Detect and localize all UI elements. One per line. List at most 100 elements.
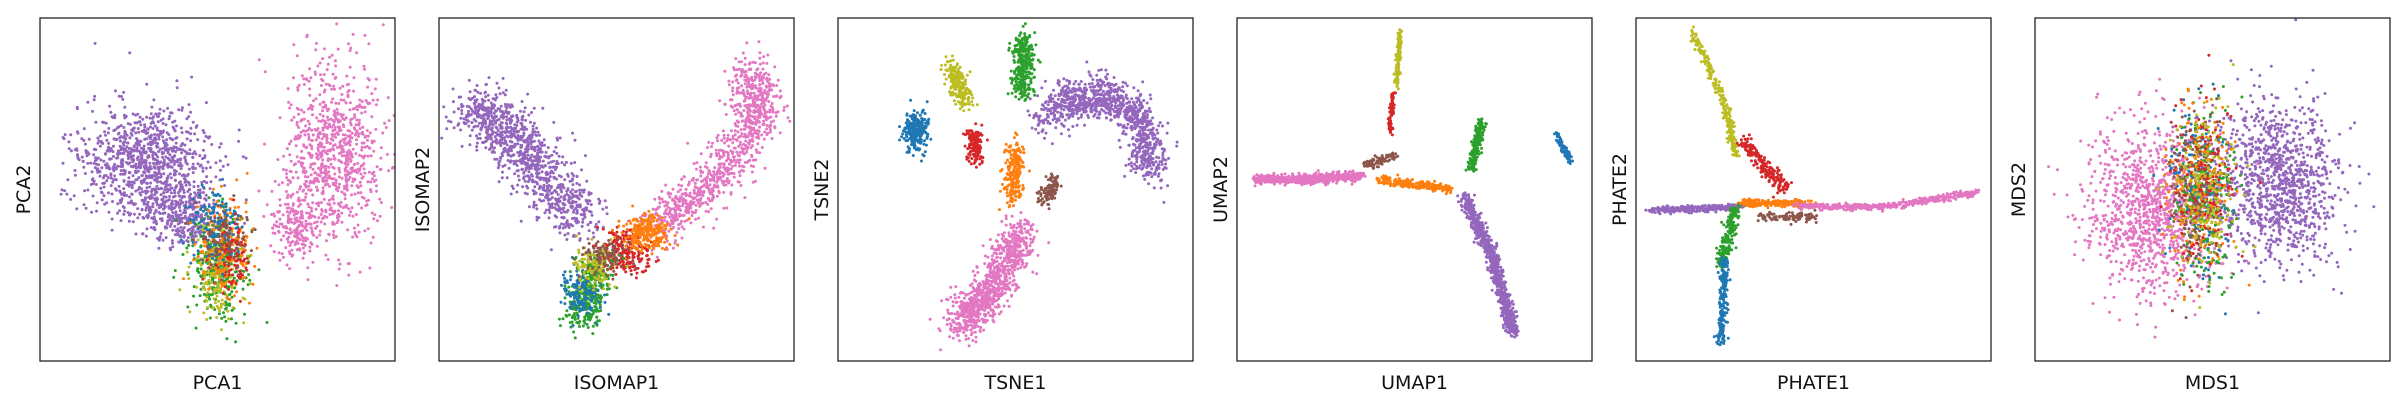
data-point bbox=[340, 154, 344, 158]
data-point bbox=[347, 141, 351, 145]
data-point bbox=[191, 162, 195, 166]
data-point bbox=[740, 114, 744, 118]
data-point bbox=[174, 150, 178, 154]
data-point bbox=[509, 120, 513, 124]
data-point bbox=[460, 109, 464, 112]
data-point bbox=[302, 166, 306, 170]
data-point bbox=[525, 156, 529, 160]
data-point bbox=[192, 218, 195, 222]
data-point bbox=[718, 99, 722, 103]
data-point bbox=[732, 109, 736, 113]
data-point bbox=[475, 84, 479, 87]
data-point bbox=[272, 223, 276, 227]
data-point bbox=[343, 169, 347, 173]
data-point bbox=[536, 155, 540, 158]
data-point bbox=[471, 110, 475, 113]
data-point bbox=[102, 176, 105, 180]
data-point bbox=[469, 107, 473, 111]
data-point bbox=[550, 170, 554, 174]
data-point bbox=[304, 179, 308, 183]
data-point bbox=[541, 106, 545, 110]
data-point bbox=[584, 198, 588, 202]
data-point bbox=[564, 160, 568, 164]
data-point bbox=[569, 201, 573, 205]
data-point bbox=[506, 103, 510, 107]
data-point bbox=[299, 202, 302, 206]
data-point bbox=[346, 95, 350, 99]
data-point bbox=[375, 165, 379, 169]
data-point bbox=[361, 175, 365, 179]
data-point bbox=[345, 159, 348, 163]
data-point bbox=[661, 200, 665, 204]
data-point bbox=[206, 215, 210, 218]
data-point bbox=[188, 221, 192, 225]
data-point bbox=[236, 265, 240, 269]
data-point bbox=[213, 301, 217, 305]
data-point bbox=[361, 132, 365, 136]
data-point bbox=[179, 225, 183, 229]
data-point bbox=[537, 157, 541, 161]
data-point bbox=[367, 146, 371, 150]
data-point bbox=[575, 181, 579, 185]
data-point bbox=[484, 95, 488, 99]
data-point bbox=[743, 56, 747, 60]
data-point bbox=[294, 219, 298, 222]
data-point bbox=[294, 235, 298, 238]
data-point bbox=[344, 173, 347, 177]
data-point bbox=[185, 217, 189, 221]
data-point bbox=[209, 272, 213, 276]
data-point bbox=[589, 220, 593, 224]
data-point bbox=[516, 129, 520, 133]
data-point bbox=[307, 79, 311, 83]
data-point bbox=[713, 166, 717, 170]
data-point bbox=[235, 279, 239, 283]
data-point bbox=[310, 128, 314, 132]
data-point bbox=[345, 188, 349, 192]
data-point bbox=[500, 130, 504, 134]
data-point bbox=[466, 112, 470, 116]
data-point bbox=[367, 42, 371, 46]
data-point bbox=[198, 193, 202, 197]
data-point bbox=[208, 285, 212, 289]
data-point bbox=[347, 262, 351, 265]
data-point bbox=[493, 135, 497, 139]
data-point bbox=[546, 172, 550, 176]
data-point bbox=[161, 135, 165, 139]
data-point bbox=[543, 211, 547, 215]
data-point bbox=[572, 174, 576, 178]
data-point bbox=[725, 139, 729, 143]
data-point bbox=[65, 192, 69, 196]
data-point bbox=[350, 131, 354, 135]
data-point bbox=[218, 159, 222, 163]
data-point bbox=[75, 207, 79, 211]
data-point bbox=[122, 143, 126, 147]
data-point bbox=[206, 222, 210, 226]
data-point bbox=[156, 180, 159, 184]
data-point bbox=[169, 248, 172, 252]
data-point bbox=[495, 141, 499, 145]
data-point bbox=[451, 87, 455, 91]
data-point bbox=[314, 138, 318, 142]
data-point bbox=[129, 151, 133, 155]
data-point bbox=[573, 161, 577, 164]
data-point bbox=[218, 178, 222, 182]
data-point bbox=[98, 174, 102, 178]
data-point bbox=[181, 241, 185, 245]
data-point bbox=[308, 245, 312, 249]
data-point bbox=[180, 106, 184, 110]
data-point bbox=[192, 258, 196, 262]
data-point bbox=[544, 155, 548, 159]
data-point bbox=[349, 210, 353, 214]
data-point bbox=[173, 191, 177, 195]
data-point bbox=[755, 150, 759, 154]
data-point bbox=[484, 122, 488, 126]
data-point bbox=[575, 209, 579, 212]
plot-frame bbox=[39, 17, 396, 362]
data-point bbox=[460, 103, 464, 106]
data-point bbox=[483, 140, 486, 144]
data-point bbox=[229, 215, 233, 219]
data-point bbox=[712, 170, 716, 174]
data-point bbox=[246, 261, 250, 265]
data-point bbox=[605, 206, 608, 209]
data-point bbox=[87, 152, 91, 156]
